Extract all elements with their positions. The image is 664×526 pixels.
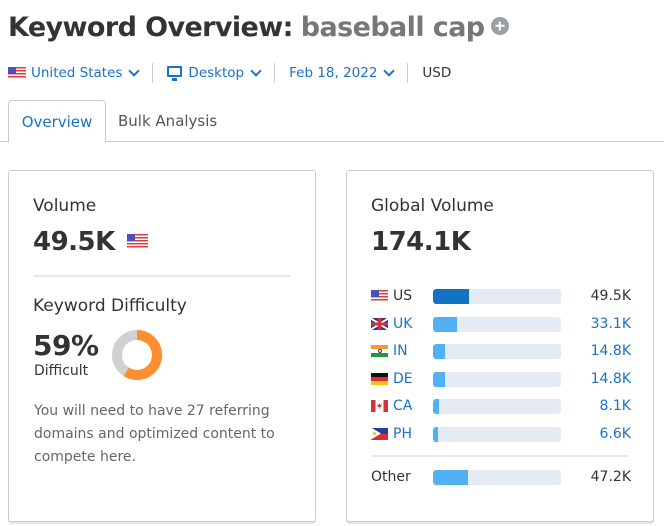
kd-percent: 59%: [33, 329, 99, 362]
us-flag-icon: [371, 290, 388, 302]
country-row-ca: CA 8.1K: [371, 397, 631, 415]
volume-bar: [433, 344, 561, 359]
device-label: Desktop: [188, 65, 245, 81]
country-row-uk: UK 33.1K: [371, 315, 631, 333]
volume-bar-fill: [433, 371, 445, 387]
keyword-text: baseball cap: [300, 12, 485, 43]
desktop-icon: [167, 65, 183, 81]
tab-overview[interactable]: Overview: [8, 100, 106, 143]
date-label: Feb 18, 2022: [289, 65, 378, 81]
volume-number: 49.5K: [33, 227, 115, 257]
volume-bar-fill: [433, 399, 440, 414]
kd-label: Keyword Difficulty: [33, 296, 187, 316]
country-volume[interactable]: 33.1K: [590, 315, 631, 332]
country-row-de: DE 14.8K: [371, 370, 631, 388]
page-title: Keyword Overview: baseball cap: [8, 8, 509, 48]
kd-level: Difficult: [34, 363, 89, 379]
volume-bar: [433, 399, 561, 414]
filter-bar: United States Desktop Feb 18, 2022 USD: [8, 62, 451, 84]
global-volume-value: 174.1K: [371, 227, 471, 257]
volume-bar-fill: [433, 289, 469, 304]
us-flag-icon: [8, 67, 26, 79]
volume-bar: [433, 316, 561, 332]
in-flag-icon: [371, 345, 388, 357]
de-flag-icon: [371, 372, 388, 385]
country-row-other: Other 47.2K: [371, 468, 631, 486]
country-selector[interactable]: United States: [8, 65, 141, 81]
divider: [33, 275, 291, 277]
country-volume[interactable]: 6.6K: [599, 425, 631, 442]
volume-bar: [433, 289, 561, 304]
chevron-down-icon: [250, 65, 262, 77]
divider: [407, 63, 409, 83]
country-code[interactable]: CA: [393, 398, 413, 414]
volume-bar-fill: [433, 470, 468, 485]
volume-label: Volume: [33, 196, 97, 216]
title-prefix: Keyword Overview:: [8, 12, 293, 43]
ca-flag-icon: [371, 400, 388, 412]
country-code[interactable]: DE: [393, 370, 413, 387]
country-row-ph: PH 6.6K: [371, 425, 631, 443]
other-label: Other: [371, 469, 411, 485]
country-row-us: US 49.5K: [371, 287, 631, 305]
currency-label: USD: [422, 65, 452, 81]
kd-description: You will need to have 27 referring domai…: [34, 403, 275, 465]
kd-donut-chart: [112, 330, 162, 380]
volume-bar-fill: [433, 344, 445, 359]
volume-bar: [433, 470, 561, 485]
country-label: United States: [31, 65, 123, 81]
plus-circle-icon[interactable]: [490, 16, 509, 35]
divider: [371, 455, 629, 457]
volume-bar-fill: [433, 316, 458, 332]
date-selector[interactable]: Feb 18, 2022: [289, 65, 396, 81]
volume-bar-fill: [433, 426, 439, 442]
tab-bulk-analysis[interactable]: Bulk Analysis: [118, 112, 218, 130]
tab-bar: Overview Bulk Analysis: [0, 100, 664, 143]
divider: [274, 63, 276, 83]
uk-flag-icon: [371, 317, 388, 330]
volume-bar: [433, 426, 561, 442]
global-volume-card: Global Volume 174.1K US 49.5K UK 33.1K IN 14.…: [346, 170, 654, 522]
us-flag-icon: [127, 234, 149, 248]
donut-fill: [112, 330, 162, 380]
device-selector[interactable]: Desktop: [167, 65, 262, 81]
country-code[interactable]: PH: [393, 425, 412, 442]
country-volume[interactable]: 14.8K: [590, 343, 631, 359]
volume-bar: [433, 371, 561, 387]
divider: [152, 63, 154, 83]
country-row-in: IN 14.8K: [371, 342, 631, 360]
volume-difficulty-card: Volume 49.5K Keyword Difficulty 59% Diff…: [8, 170, 316, 522]
country-volume: 49.5K: [590, 288, 631, 304]
ph-flag-icon: [371, 427, 388, 440]
country-volume[interactable]: 14.8K: [590, 370, 631, 387]
chevron-down-icon: [383, 65, 396, 77]
country-code[interactable]: UK: [393, 315, 413, 332]
volume-value: 49.5K: [33, 227, 153, 257]
other-value: 47.2K: [590, 469, 631, 485]
country-code: US: [393, 288, 413, 304]
country-volume[interactable]: 8.1K: [599, 398, 631, 414]
global-volume-label: Global Volume: [371, 196, 494, 216]
country-code[interactable]: IN: [393, 343, 408, 359]
chevron-down-icon: [128, 65, 141, 77]
